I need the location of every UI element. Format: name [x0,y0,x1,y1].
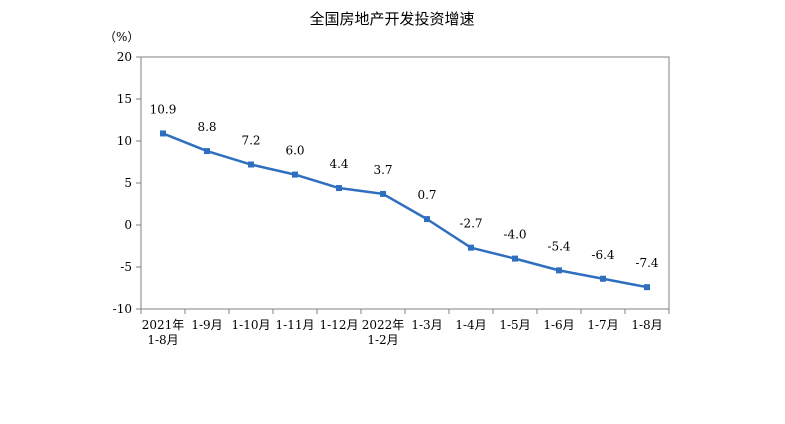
data-point-marker [424,216,430,223]
x-tick-label: 1-6月 [543,318,574,332]
y-tick-label: -5 [120,260,132,274]
x-tick-label: 1-4月 [455,318,486,332]
data-label: 7.2 [241,134,260,148]
data-label: 8.8 [197,120,216,134]
data-point-marker [512,255,518,262]
y-tick-label: 20 [117,50,132,64]
plot-area-frame [140,56,670,310]
y-tick-label: 0 [124,218,132,232]
data-label: 4.4 [329,157,348,171]
y-tick-label: 5 [124,176,132,190]
x-tick-label: 1-3月 [411,318,442,332]
x-tick-label: 1-12月 [320,318,359,332]
x-tick-label: 2022年 [362,318,405,332]
chart-title: 全国房地产开发投资增速 [309,10,474,28]
data-point-marker [556,267,562,274]
data-label: -4.0 [503,228,526,242]
x-tick-label: 1-10月 [232,318,271,332]
data-labels: 10.9 8.8 7.2 6.0 4.4 3.7 0.7 -2.7 -4.0 -5.4 -6.4 -7… [150,102,659,270]
data-label: -6.4 [591,248,615,262]
x-tick-label: 1-2月 [367,333,398,347]
data-label: 6.0 [285,144,304,158]
x-tick-label: 1-8月 [147,333,178,347]
y-tick-label: -10 [113,302,132,316]
series-line [162,132,648,289]
data-point-marker [248,161,254,168]
data-point-marker [292,171,298,178]
x-tick-label: 1-8月 [631,318,662,332]
x-tick-label: 1-9月 [191,318,222,332]
data-point-marker [380,190,386,197]
data-label: 0.7 [417,188,436,202]
y-axis-unit: （%） [104,30,139,44]
x-tick-label: 1-7月 [587,318,618,332]
y-tick-label: 15 [117,92,132,106]
data-point-marker [644,284,650,291]
data-point-marker [336,185,342,192]
data-point-marker [204,148,210,155]
data-label: 3.7 [373,163,392,177]
data-point-marker [160,130,166,137]
data-label: -5.4 [547,239,571,253]
data-label: -7.4 [635,256,659,270]
x-tick-label: 1-5月 [499,318,530,332]
data-label: 10.9 [150,102,177,116]
x-tick-label: 1-11月 [276,318,315,332]
data-point-marker [600,275,606,282]
data-point-marker [468,244,474,251]
y-tick-label: 10 [117,134,132,148]
x-tick-label: 2021年 [142,318,185,332]
series-investment-growth [160,130,650,291]
y-axis: 20 15 10 5 0 -5 -10 [113,50,141,316]
data-label: -2.7 [459,217,482,231]
